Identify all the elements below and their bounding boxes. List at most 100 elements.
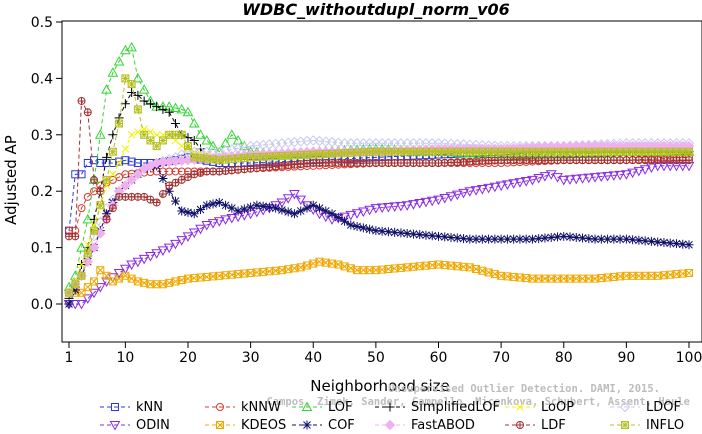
data-point — [464, 187, 476, 197]
data-point — [427, 231, 437, 241]
data-point — [133, 159, 142, 167]
legend-item-knn: kNN — [100, 400, 163, 415]
data-point — [320, 136, 331, 147]
plot-frame — [61, 20, 702, 343]
data-point — [659, 238, 669, 248]
y-tick-label: 0.1 — [31, 241, 53, 257]
data-point — [534, 234, 544, 244]
series-ldf — [65, 96, 693, 241]
data-point — [71, 280, 80, 289]
data-point — [196, 168, 205, 177]
data-point — [634, 235, 644, 245]
legend-label: KDEOS — [241, 418, 286, 433]
data-point — [446, 232, 456, 242]
x-tick-label: 60 — [430, 350, 448, 366]
data-point — [208, 199, 218, 209]
data-point — [209, 155, 218, 164]
legend-label: LDF — [541, 418, 566, 433]
data-point — [102, 175, 111, 184]
data-point — [152, 102, 162, 112]
data-point — [521, 234, 531, 244]
data-point — [71, 232, 80, 241]
data-point — [315, 203, 325, 213]
data-point — [195, 224, 206, 235]
data-point — [177, 167, 186, 176]
data-point — [190, 170, 199, 179]
data-point — [471, 234, 481, 244]
data-point — [628, 235, 638, 245]
y-tick-label: 0.0 — [31, 297, 53, 313]
data-point — [77, 204, 86, 213]
data-point — [577, 174, 588, 184]
data-point — [684, 240, 694, 250]
legend-item-cof: COF — [292, 418, 355, 433]
data-point — [476, 184, 488, 195]
data-point — [96, 201, 105, 210]
legend-marker — [384, 419, 396, 431]
data-point — [470, 186, 482, 196]
chart-title: WDBC_withoutdupl_norm_v06 — [242, 0, 510, 19]
data-point — [221, 200, 231, 210]
legend-marker — [111, 403, 119, 411]
data-point — [215, 156, 224, 165]
legend-marker — [621, 421, 629, 429]
legend-label: SimplifiedLOF — [411, 400, 500, 415]
data-point — [188, 118, 200, 128]
data-point — [189, 135, 199, 145]
legend-label: COF — [328, 418, 355, 433]
data-point — [252, 200, 262, 210]
data-point — [163, 243, 175, 254]
legend-label: INFLO — [646, 418, 684, 433]
x-tick-label: 80 — [555, 350, 573, 366]
data-point — [196, 154, 205, 163]
data-point — [390, 227, 400, 237]
data-point — [276, 198, 288, 208]
legend-marker — [619, 401, 631, 413]
data-point — [389, 202, 401, 212]
legend-marker — [301, 401, 313, 411]
data-point — [685, 268, 693, 277]
legend: kNN kNNW LOF SimplifiedLOF LoOP LDOF ODIN KDEOS… — [100, 400, 684, 433]
x-tick-label: 30 — [242, 350, 260, 366]
data-point — [226, 129, 238, 139]
data-point — [570, 174, 582, 185]
data-point — [64, 299, 74, 309]
data-point — [177, 206, 187, 216]
data-point — [426, 196, 438, 207]
legend-label: ODIN — [136, 418, 170, 433]
data-point — [584, 234, 594, 244]
data-point — [483, 183, 494, 194]
y-tick-label: 0.3 — [31, 128, 53, 144]
data-point — [308, 200, 318, 210]
series-layer — [63, 41, 695, 310]
legend-item-lof: LOF — [292, 400, 353, 415]
data-point — [514, 178, 526, 188]
data-point — [282, 194, 294, 204]
data-point — [452, 233, 462, 243]
legend-label: FastABOD — [411, 418, 475, 433]
data-point — [213, 217, 225, 227]
data-point — [76, 300, 87, 310]
data-point — [94, 283, 106, 293]
data-point — [146, 136, 155, 145]
data-point — [640, 236, 650, 246]
data-point — [190, 153, 199, 162]
data-point — [295, 195, 307, 206]
x-tick-label: 10 — [116, 350, 134, 366]
data-point — [653, 237, 663, 247]
legend-label: kNNW — [241, 400, 281, 415]
watermark-line-2: Campos, Zimek, Sander, Campello, Micenko… — [266, 396, 690, 408]
legend-marker — [385, 402, 395, 412]
data-point — [133, 105, 142, 114]
data-point — [140, 130, 149, 139]
data-point — [539, 172, 551, 182]
data-point — [139, 96, 149, 106]
y-axis-label: Adjusted AP — [2, 135, 20, 225]
data-point — [552, 232, 562, 242]
legend-marker — [516, 403, 524, 411]
watermark-line-1: Unsupervised Outlier Detection. DAMI, 20… — [388, 383, 660, 395]
data-point — [308, 135, 319, 146]
data-point — [321, 206, 331, 216]
legend-label: LDOF — [646, 400, 681, 415]
